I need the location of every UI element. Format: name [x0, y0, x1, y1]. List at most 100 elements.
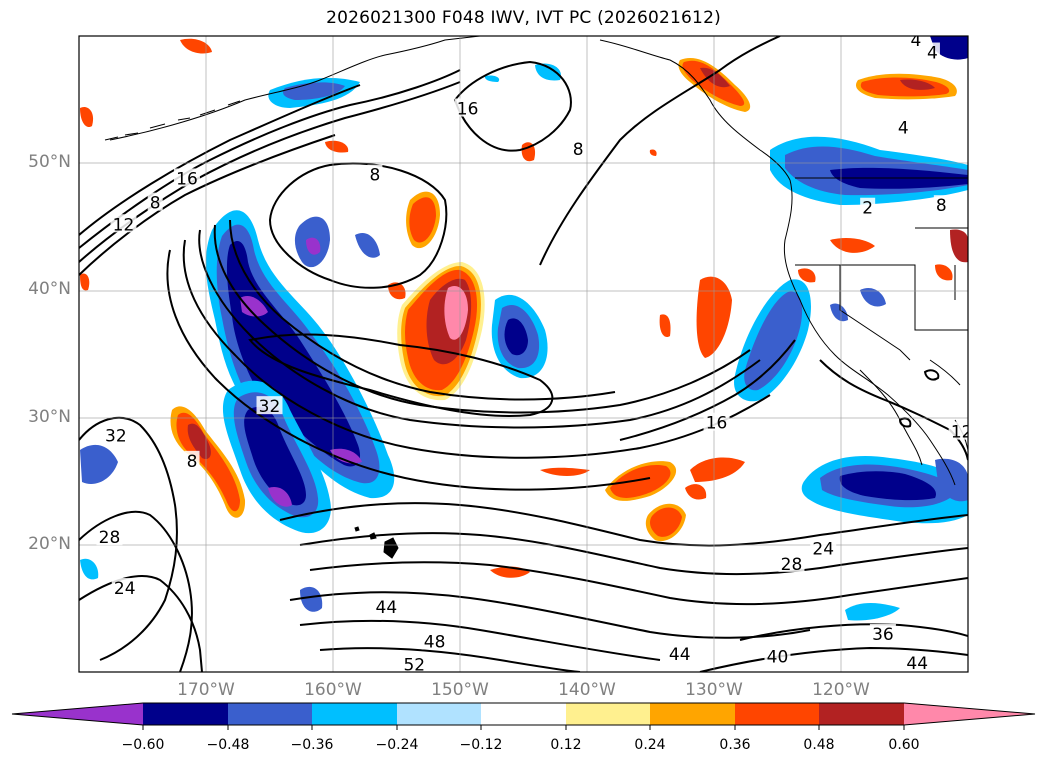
iwv-contour-8-closed [268, 162, 448, 289]
colorbar-label: −0.48 [206, 737, 250, 753]
iwv-contour-ar-1 [198, 229, 761, 429]
colorbar-ticks [142, 725, 905, 730]
anomaly-neg-band [240, 295, 268, 317]
iwv-contour-16 [79, 84, 361, 236]
contour-label: 52 [403, 655, 425, 675]
colorbar-label: 0.48 [803, 737, 835, 753]
colorbar-segment [312, 703, 397, 725]
contour-label-bg [948, 421, 968, 440]
iwv-contour-12 [79, 134, 336, 276]
iwv-contour-subtrop-2 [299, 532, 968, 576]
colorbar-segment [566, 703, 650, 725]
anomaly-pos-ne [860, 77, 950, 97]
contour-label: 12 [951, 423, 973, 443]
contour-label: 28 [781, 555, 803, 575]
contour-label-bg [895, 117, 911, 136]
anomaly-neg-coast [845, 603, 900, 621]
contour-label-bg [454, 98, 481, 117]
iwv-contour-subtrop-3 [309, 561, 968, 606]
anomaly-pos-band [610, 464, 671, 498]
iwv-contour-east-loop [923, 369, 940, 381]
contour-label: 8 [187, 452, 198, 472]
colorbar-segment [819, 703, 904, 725]
anomaly-neg-coast [935, 458, 968, 502]
anomaly-fill-layer [80, 36, 968, 621]
colorbar-label: 0.12 [550, 737, 582, 753]
contour-label-bg [908, 36, 924, 48]
anomaly-pos-ne [900, 79, 935, 90]
contour-label: 8 [573, 140, 584, 160]
colorbar-segment [143, 703, 228, 725]
contour-label-bg [666, 644, 693, 663]
iwv-contour-52 [319, 647, 581, 672]
anomaly-pos-ne [830, 238, 875, 253]
anomaly-neg-coast [839, 471, 936, 501]
iwv-contour-coast-12 [819, 359, 968, 461]
contour-label-bg [570, 139, 586, 158]
colorbar-label: 0.60 [888, 737, 920, 753]
anomaly-pos-west [80, 106, 94, 128]
iwv-contour-8-northern [79, 81, 461, 263]
anomaly-neg-small [80, 444, 118, 484]
contour-label: 24 [812, 540, 834, 560]
anomaly-neg-north [535, 63, 561, 81]
lon-label: 130°W [685, 680, 743, 700]
map-frame [78, 35, 969, 673]
contour-label: 24 [114, 579, 136, 599]
iwv-contour-ar-3 [229, 219, 616, 401]
contour-label: 12 [113, 215, 135, 235]
contour-label: 16 [457, 100, 479, 120]
contour-label: 2 [862, 199, 873, 219]
contour-label-bg [810, 538, 837, 557]
iwv-contour-ar-5 [166, 249, 651, 491]
contour-label-bg [256, 396, 283, 415]
contour-label: 8 [369, 166, 380, 186]
colorbar-extend-left [12, 703, 143, 725]
anomaly-neg-band [226, 241, 361, 467]
anomaly-pos-band [540, 467, 590, 476]
contour-label-bg [703, 412, 730, 431]
anomaly-neg-small [355, 232, 380, 258]
anomaly-pos-blob [409, 197, 436, 243]
anomaly-pos-west [187, 423, 211, 460]
anomaly-neg-central [504, 318, 528, 356]
anomaly-neg-blob [244, 406, 306, 506]
lat-label: 20°N [28, 533, 71, 554]
lon-label: 150°W [431, 680, 489, 700]
contour-label-bg [96, 527, 123, 546]
coastline-alaska-islands [104, 100, 241, 141]
contour-label: 8 [150, 194, 161, 214]
contour-label: 4 [911, 31, 922, 51]
graticule-layer [79, 36, 968, 672]
contour-label-bg [778, 553, 805, 572]
colorbar [11, 702, 1036, 730]
contour-label: 44 [669, 645, 691, 665]
contour-label-bg [401, 654, 428, 672]
anomaly-pos-ne [700, 67, 730, 88]
contour-label-bg [373, 597, 400, 616]
contour-label-bg [111, 578, 138, 597]
lat-label: 30°N [28, 406, 71, 427]
lon-label: 120°W [812, 680, 870, 700]
contour-label-bg [173, 168, 200, 187]
contour-label: 8 [936, 196, 947, 216]
iwv-contour-8-northern [79, 69, 461, 249]
coastline-gulf-of-alaska [599, 39, 791, 181]
anomaly-neg-north [484, 75, 500, 82]
colorbar-label: −0.36 [290, 737, 334, 753]
anomaly-neg-blob [268, 486, 292, 507]
contour-label: 4 [898, 119, 909, 139]
contour-label-bg [421, 631, 448, 650]
colorbar-label: −0.60 [121, 737, 165, 753]
contour-label: 32 [259, 397, 281, 417]
lat-label: 50°N [28, 152, 71, 173]
iwv-contour-ar-4 [182, 239, 771, 459]
contour-label-bg [184, 450, 200, 469]
anomaly-pos-west [80, 273, 90, 291]
colorbar-segment [481, 703, 566, 725]
contour-label: 44 [376, 598, 398, 618]
anomaly-pos-band [659, 314, 671, 338]
